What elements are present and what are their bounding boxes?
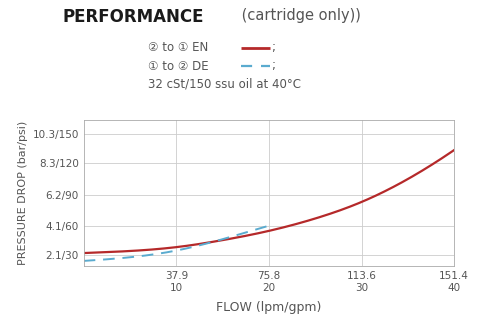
Y-axis label: PRESSURE DROP (bar/psi): PRESSURE DROP (bar/psi) bbox=[18, 121, 28, 265]
X-axis label: FLOW (lpm/gpm): FLOW (lpm/gpm) bbox=[216, 301, 322, 314]
Text: ② to ① EN: ② to ① EN bbox=[148, 41, 212, 54]
Text: ;: ; bbox=[272, 41, 275, 54]
Text: (cartridge only)): (cartridge only)) bbox=[237, 8, 360, 23]
Text: ;: ; bbox=[272, 59, 275, 73]
Text: ① to ② DE: ① to ② DE bbox=[148, 59, 213, 73]
Text: 32 cSt/150 ssu oil at 40°C: 32 cSt/150 ssu oil at 40°C bbox=[148, 78, 301, 91]
Text: PERFORMANCE: PERFORMANCE bbox=[62, 8, 204, 26]
